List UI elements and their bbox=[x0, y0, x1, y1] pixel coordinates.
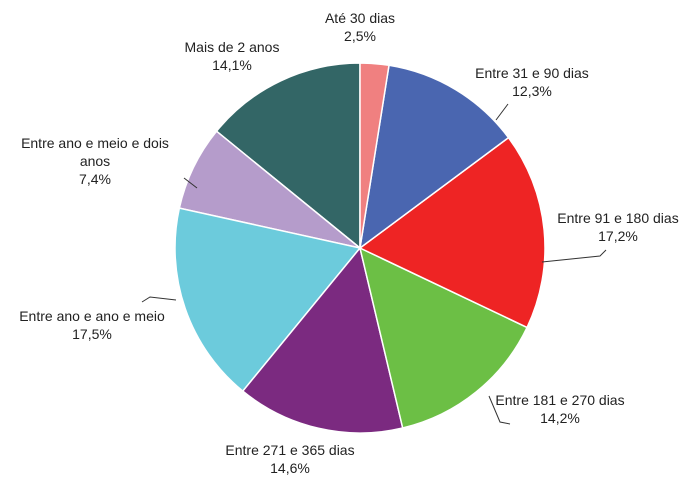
leader-line bbox=[541, 249, 607, 263]
value-label: 7,4% bbox=[79, 171, 111, 187]
leader-line bbox=[488, 395, 511, 425]
pie-slice bbox=[358, 246, 529, 429]
pie-slice bbox=[358, 64, 510, 250]
category-label: Entre ano e meio e dois anos bbox=[21, 135, 169, 169]
category-label: Entre ano e ano e meio bbox=[19, 308, 165, 324]
slice-label: Entre 271 e 365 dias 14,6% bbox=[190, 441, 390, 477]
slice-label: Mais de 2 anos 14,1% bbox=[132, 38, 332, 74]
value-label: 14,6% bbox=[270, 460, 310, 476]
slice-label: Até 30 dias 2,5% bbox=[260, 9, 460, 45]
leaders bbox=[141, 103, 607, 425]
slice-label: Entre 31 e 90 dias 12,3% bbox=[432, 64, 632, 100]
pie-slice bbox=[359, 62, 390, 249]
category-label: Entre 271 e 365 dias bbox=[225, 442, 355, 458]
value-label: 12,3% bbox=[512, 83, 552, 99]
leader-line bbox=[183, 177, 198, 189]
category-label: Entre 31 e 90 dias bbox=[475, 65, 589, 81]
leader-line bbox=[141, 296, 177, 303]
slice-label: Entre ano e meio e dois anos 7,4% bbox=[10, 134, 180, 188]
value-label: 17,2% bbox=[598, 228, 638, 244]
leader-line bbox=[495, 103, 509, 121]
category-label: Mais de 2 anos bbox=[184, 39, 280, 55]
pie-slice bbox=[174, 207, 362, 393]
value-label: 14,2% bbox=[540, 410, 580, 426]
pie-slice bbox=[358, 136, 546, 329]
category-label: Até 30 dias bbox=[324, 10, 396, 26]
slice-label: Entre 91 e 180 dias 17,2% bbox=[518, 209, 690, 245]
pie-slice bbox=[215, 62, 361, 250]
category-label: Entre 181 e 270 dias bbox=[495, 392, 625, 408]
value-label: 14,1% bbox=[212, 57, 252, 73]
slice-label: Entre ano e ano e meio 17,5% bbox=[0, 307, 192, 343]
category-label: Entre 91 e 180 dias bbox=[557, 210, 679, 226]
pie-slice bbox=[241, 246, 404, 434]
value-label: 2,5% bbox=[344, 28, 376, 44]
value-label: 17,5% bbox=[72, 326, 112, 342]
slice-label: Entre 181 e 270 dias 14,2% bbox=[460, 391, 660, 427]
